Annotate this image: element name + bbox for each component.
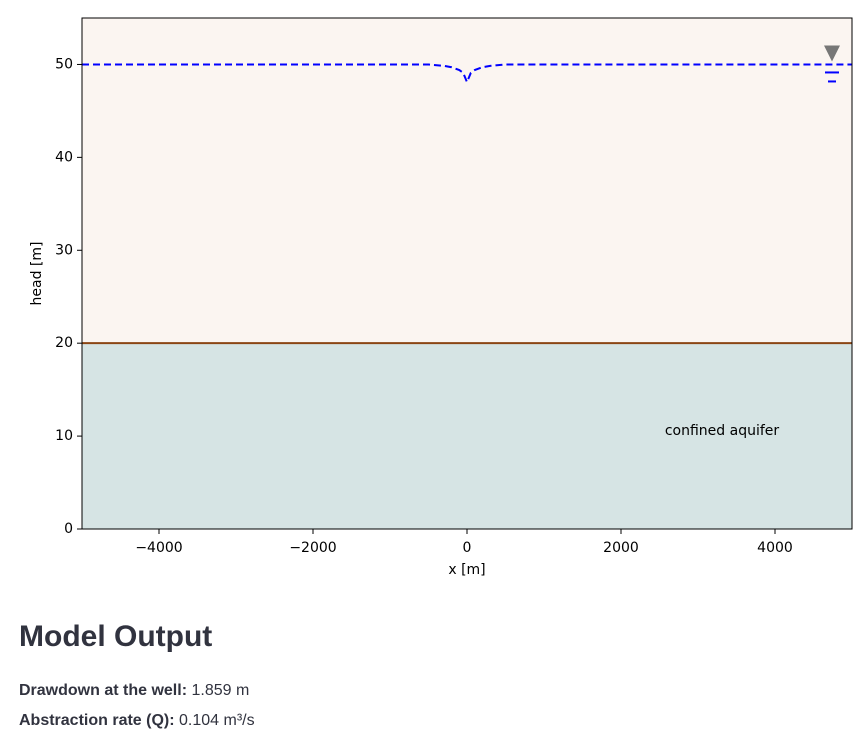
output-value: 1.859 m [191,682,250,699]
y-tick-label: 10 [55,428,73,444]
output-row: Abstraction rate (Q): 0.104 m³/s [19,706,255,736]
output-value: 0.104 m³/s [179,712,255,729]
x-tick-label: −2000 [289,540,336,556]
head-line [82,63,852,85]
x-tick-label: 4000 [757,540,793,556]
x-tick-label: −4000 [135,540,182,556]
water-level-marker [824,45,840,62]
output-section: Model Output Drawdown at the well: 1.859… [19,620,255,736]
y-tick-label: 30 [55,242,73,258]
aquifer [82,343,852,529]
y-tick-label: 40 [55,149,73,165]
y-tick-label: 20 [55,335,73,351]
output-label: Drawdown at the well: [19,682,188,699]
output-row: Drawdown at the well: 1.859 m [19,676,255,706]
y-axis-label: head [m] [29,242,45,306]
x-axis-label: x [m] [448,562,485,578]
x-tick-label: 0 [463,540,472,556]
section-title: Model Output [19,620,213,653]
x-tick-label: 2000 [603,540,639,556]
chart: confined aquifer 0 10 20 30 40 50 −4000 −2000 0 20… [29,17,853,578]
y-tick-label: 0 [64,521,73,537]
y-tick-label: 50 [55,56,73,72]
annotation: confined aquifer [665,423,780,439]
output-label: Abstraction rate (Q): [19,712,175,729]
